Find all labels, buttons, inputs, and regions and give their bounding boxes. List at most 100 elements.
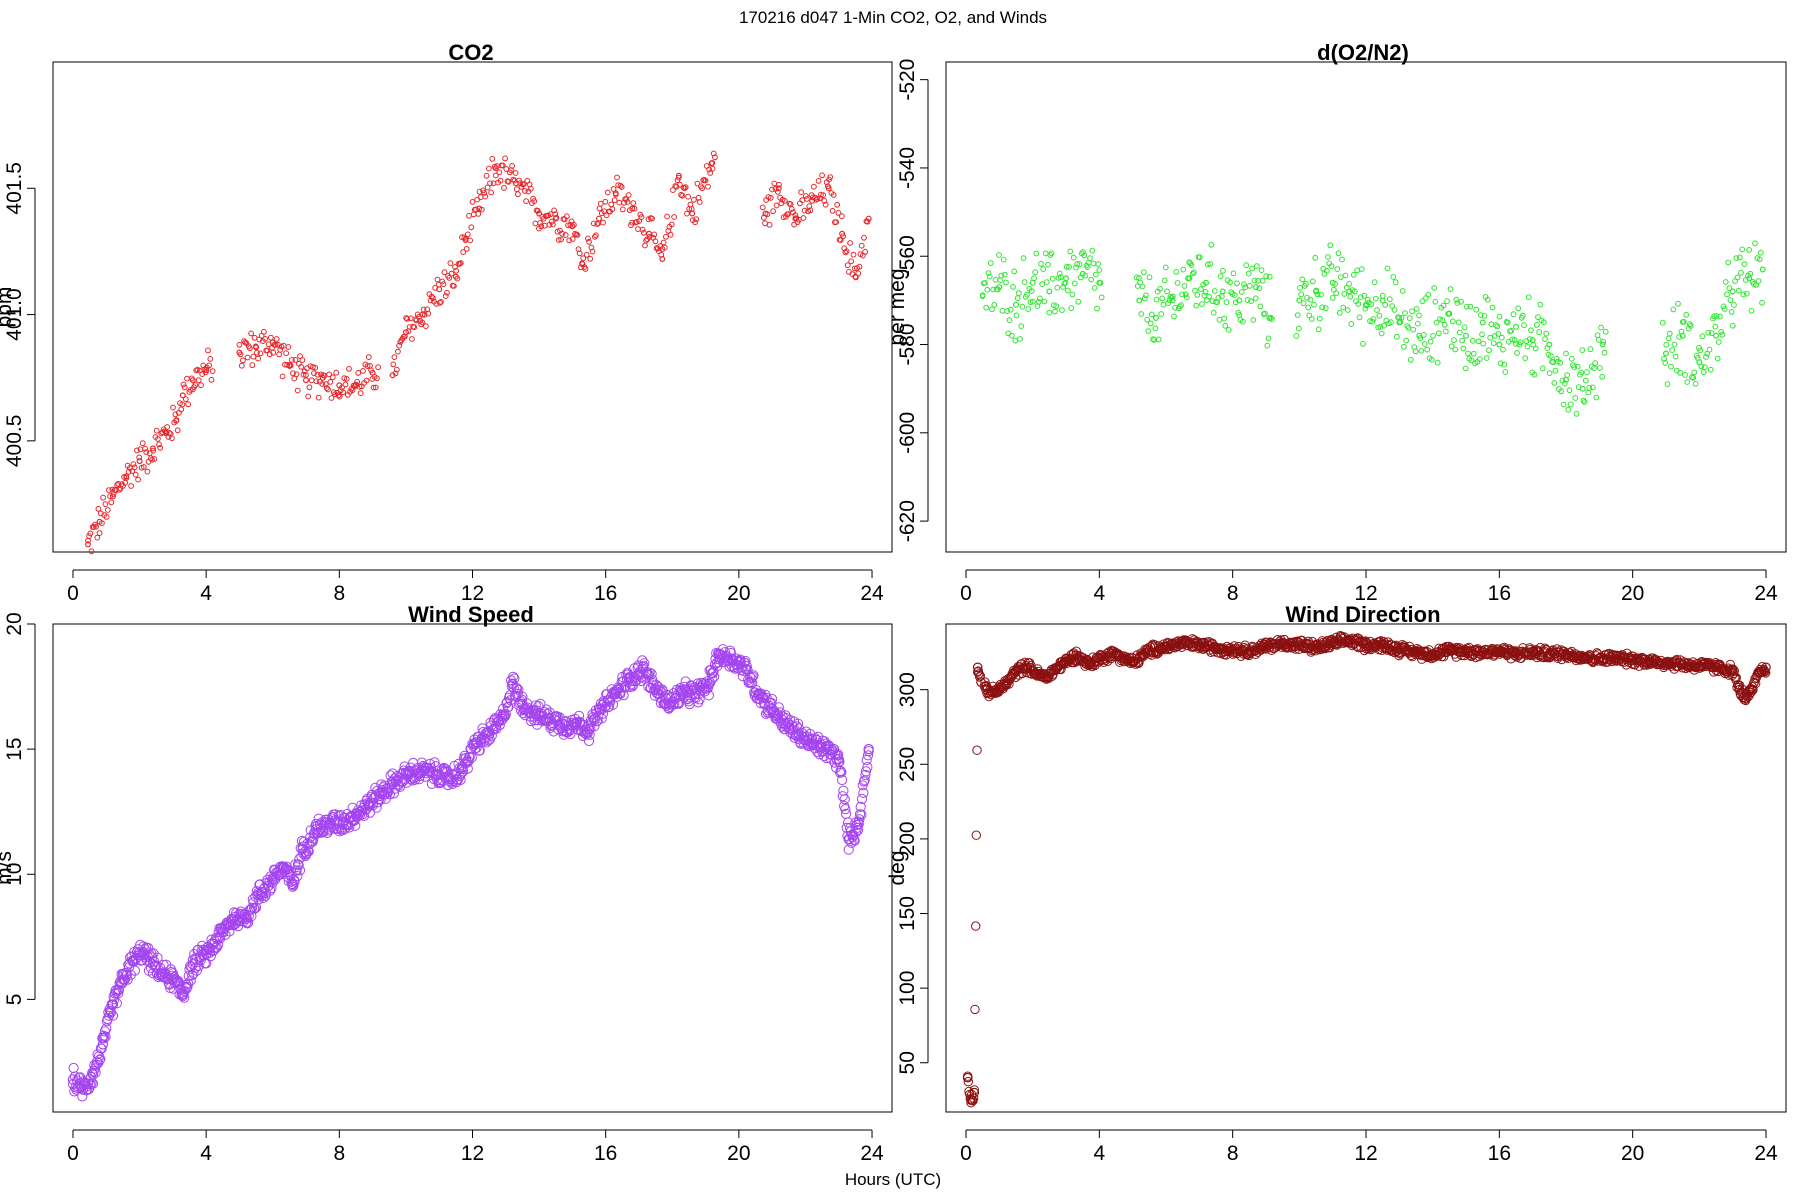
- wind-speed-data-point: [833, 753, 844, 765]
- d-o2-n2-data-point: [1600, 338, 1607, 345]
- d-o2-n2-data-point: [1733, 255, 1740, 262]
- d-o2-n2-data-point: [1386, 296, 1393, 303]
- d-o2-n2-data-point: [1364, 296, 1371, 303]
- d-o2-n2-data-point: [1011, 268, 1018, 275]
- co2-data-point: [447, 260, 454, 267]
- d-o2-n2-data-point: [1664, 381, 1671, 388]
- co2-data-point: [776, 181, 782, 188]
- d-o2-n2-data-point: [1066, 264, 1072, 270]
- co2-data-point: [273, 336, 280, 342]
- d-o2-n2-data-point: [1717, 313, 1723, 320]
- co2-data-point: [569, 236, 576, 242]
- wind-direction-x-tick-label: 8: [1227, 1142, 1239, 1165]
- d-o2-n2-data-point: [1298, 291, 1305, 298]
- co2-data-point: [421, 311, 428, 318]
- wind-direction-data-point: [1021, 660, 1031, 671]
- wind-speed-data-point: [843, 844, 854, 855]
- wind-speed-data-point: [404, 769, 415, 780]
- d-o2-n2-data-point: [1162, 264, 1169, 271]
- co2-x-axis: 0 4 8 12 16 20 24: [67, 569, 884, 605]
- wind-speed-data-point: [837, 774, 848, 786]
- wind-direction-y-tick-label: 150: [896, 896, 919, 931]
- d-o2-n2-data-point: [984, 286, 991, 293]
- d-o2-n2-data-point: [1473, 306, 1480, 313]
- d-o2-n2-data-point: [1329, 295, 1336, 301]
- figure-title: 170216 d047 1-Min CO2, O2, and Winds: [739, 8, 1047, 27]
- co2-data-point: [818, 191, 824, 198]
- co2-data-point: [502, 155, 509, 162]
- co2-data-point: [487, 180, 493, 187]
- wind-speed-data-point: [83, 1084, 95, 1095]
- d-o2-n2-data-point: [1230, 270, 1237, 277]
- d-o2-n2-data-point: [1362, 305, 1369, 312]
- wind-speed-data-point: [517, 691, 528, 702]
- wind-speed-data-point: [860, 766, 872, 777]
- co2-data-point: [270, 349, 277, 356]
- d-o2-n2-data-point: [1263, 273, 1270, 280]
- d-o2-n2-data-point: [1453, 296, 1460, 303]
- co2-data-point: [800, 215, 807, 221]
- wind-direction-data-point: [1427, 648, 1438, 659]
- co2-data-point: [365, 354, 372, 361]
- wind-speed-data-point: [444, 774, 455, 785]
- wind-speed-data-point: [289, 876, 300, 887]
- d-o2-n2-data-point: [1202, 289, 1209, 295]
- wind-speed-data-point: [430, 769, 442, 780]
- d-o2-n2-data-point: [1560, 401, 1567, 408]
- d-o2-n2-data-point: [1239, 318, 1246, 325]
- wind-speed-data-point: [856, 793, 868, 805]
- d-o2-n2-data-point: [1253, 263, 1260, 270]
- d-o2-n2-data-point: [1510, 311, 1517, 318]
- co2-x-tick-label: 24: [860, 582, 884, 605]
- d-o2-n2-data-point: [1012, 337, 1019, 344]
- d-o2-n2-data-point: [1028, 288, 1035, 294]
- wind-direction-data-point: [1001, 678, 1011, 689]
- co2-data-point: [456, 260, 463, 267]
- wind-speed-data-point: [466, 752, 477, 763]
- co2-data-point: [679, 192, 686, 199]
- co2-data-point: [292, 357, 299, 363]
- co2-data-point: [342, 381, 349, 388]
- d-o2-n2-data-point: [1095, 261, 1102, 267]
- wind-speed-data-point: [667, 696, 678, 707]
- d-o2-n2-data-point: [1371, 279, 1378, 286]
- d-o2-n2-data-point: [1008, 332, 1015, 339]
- wind-speed-data-point: [482, 726, 493, 738]
- d-o2-n2-data-point: [1204, 261, 1211, 268]
- d-o2-n2-data-point: [1528, 327, 1534, 334]
- wind-direction-x-tick-label: 0: [960, 1142, 972, 1165]
- wind-direction-data-point: [976, 677, 986, 687]
- co2-data-point: [562, 232, 569, 238]
- d-o2-n2-data-point: [1410, 326, 1417, 333]
- co2-data-point: [343, 376, 350, 382]
- d-o2-n2-data-point: [1726, 285, 1733, 292]
- co2-data-point: [705, 183, 711, 190]
- wind-speed-y-tick-label: 15: [3, 737, 26, 760]
- co2-data-point: [289, 357, 295, 363]
- d-o2-n2-data-point: [1169, 293, 1176, 300]
- wind-speed-data-point: [214, 931, 225, 943]
- co2-data-point: [482, 193, 489, 200]
- d-o2-n2-data-point: [1234, 280, 1240, 287]
- wind-direction-data-point: [1511, 648, 1521, 659]
- wind-speed-data-point: [324, 823, 335, 834]
- wind-speed-data-point: [137, 946, 149, 958]
- d-o2-n2-data-point: [1249, 265, 1256, 272]
- co2-data-point: [409, 336, 415, 342]
- d-o2-n2-data-point: [1531, 371, 1538, 378]
- co2-data-point: [618, 184, 625, 190]
- wind-speed-data-point: [111, 998, 123, 1009]
- wind-speed-x-tick-label: 0: [67, 1142, 79, 1165]
- d-o2-n2-data-point: [1706, 346, 1713, 353]
- d-o2-n2-data-point: [1096, 279, 1103, 286]
- d-o2-n2-data-point: [1701, 364, 1708, 371]
- co2-data-point: [490, 180, 497, 187]
- co2-data-point: [609, 206, 616, 213]
- d-o2-n2-data-point: [1136, 297, 1143, 304]
- wind-speed-data-point: [297, 844, 308, 855]
- co2-data-point: [248, 330, 255, 337]
- d-o2-n2-data-point: [1711, 313, 1718, 320]
- wind-direction-data-point: [1731, 673, 1742, 683]
- co2-data-point: [571, 221, 577, 228]
- co2-data-point: [308, 377, 315, 384]
